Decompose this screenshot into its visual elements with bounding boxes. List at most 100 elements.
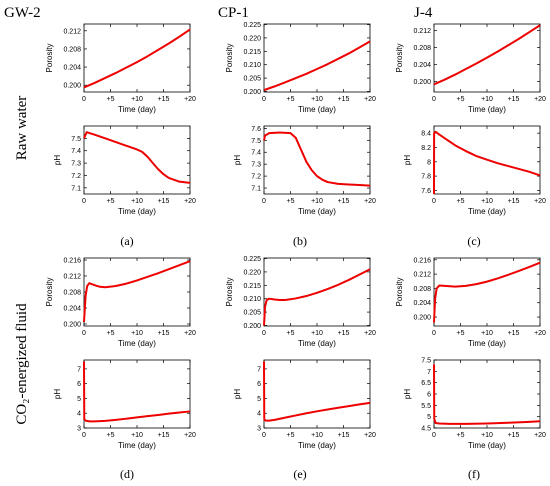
panel-label-f: (f) xyxy=(468,467,480,481)
x-tick-label: +5 xyxy=(457,330,465,337)
panel-label-d: (d) xyxy=(120,467,134,481)
x-tick-label: +10 xyxy=(311,330,323,337)
x-tick-label: 0 xyxy=(432,432,436,439)
x-tick-label: +20 xyxy=(364,432,376,439)
x-tick-label: 0 xyxy=(432,96,436,103)
x-tick-label: +10 xyxy=(481,198,493,205)
series-line xyxy=(433,364,541,425)
x-tick-label: 0 xyxy=(262,198,266,205)
y-axis-label: pH xyxy=(233,389,242,399)
x-axis-label: Time (day) xyxy=(118,441,156,450)
plot-c-porosity: 0 +5 +10 +15 +20 0.200 0.204 0.208 0.212 Time (da… xyxy=(395,23,546,114)
plot-f-porosity: 0 +5 +10 +15 +20 0.200 0.204 0.208 0.212 0.216 Tim… xyxy=(395,257,546,348)
x-tick-label: +5 xyxy=(287,198,295,205)
series-line xyxy=(263,131,371,187)
x-tick-label: +15 xyxy=(338,198,350,205)
series-line xyxy=(83,28,191,89)
x-tick-label: 0 xyxy=(262,96,266,103)
x-tick-label: +20 xyxy=(184,330,196,337)
y-tick-label: 0.216 xyxy=(63,258,81,265)
column-label-cp1: CP-1 xyxy=(218,5,249,21)
panel-label-c: (c) xyxy=(467,234,480,248)
x-tick-label: +10 xyxy=(481,96,493,103)
y-tick-label: 0.205 xyxy=(243,76,261,83)
series-line xyxy=(83,260,191,323)
y-tick-label: 0.208 xyxy=(413,286,431,293)
x-tick-label: 0 xyxy=(82,330,86,337)
series-line xyxy=(433,24,541,86)
y-axis-label: Porosity xyxy=(395,44,404,73)
x-tick-label: +10 xyxy=(131,432,143,439)
y-tick-label: 0.220 xyxy=(243,35,261,42)
x-tick-label: +20 xyxy=(534,96,546,103)
y-tick-label: 8.4 xyxy=(421,131,431,138)
panel-label-e: (e) xyxy=(293,467,306,481)
x-tick-label: +20 xyxy=(534,432,546,439)
column-label-gw2: GW-2 xyxy=(4,5,41,21)
x-tick-label: +5 xyxy=(107,432,115,439)
plot-d-porosity: 0 +5 +10 +15 +20 0.200 0.204 0.208 0.212 0.216 Tim… xyxy=(45,258,196,349)
x-tick-label: +20 xyxy=(534,198,546,205)
x-axis-label: Time (day) xyxy=(468,207,506,216)
y-tick-label: 7.5 xyxy=(421,358,431,365)
y-tick-label: 7.3 xyxy=(251,162,261,169)
series-line xyxy=(263,268,371,326)
x-tick-label: +15 xyxy=(158,198,170,205)
x-tick-label: +5 xyxy=(287,432,295,439)
x-axis-label: Time (day) xyxy=(298,207,336,216)
x-tick-label: +20 xyxy=(364,96,376,103)
y-axis-label: pH xyxy=(403,155,412,165)
y-tick-label: 5.5 xyxy=(421,403,431,410)
y-axis-label: Porosity xyxy=(45,278,54,307)
y-tick-label: 7.1 xyxy=(251,186,261,193)
y-tick-label: 7 xyxy=(257,366,261,373)
series-line xyxy=(83,361,191,423)
row-label-co2-fluid: CO₂-energized fluid xyxy=(14,303,30,425)
x-axis-label: Time (day) xyxy=(468,339,506,348)
y-tick-label: 0.200 xyxy=(63,322,81,329)
x-tick-label: +10 xyxy=(131,198,143,205)
y-tick-label: 7.3 xyxy=(71,161,81,168)
y-tick-label: 0.210 xyxy=(243,62,261,69)
plot-e-porosity: 0 +5 +10 +15 +20 0.200 0.205 0.210 0.215 0.220 0.2… xyxy=(225,256,376,348)
x-tick-label: +10 xyxy=(311,96,323,103)
y-tick-label: 0.208 xyxy=(413,45,431,52)
x-tick-label: +10 xyxy=(311,432,323,439)
x-tick-label: 0 xyxy=(432,198,436,205)
y-tick-label: 6.5 xyxy=(421,380,431,387)
row-label-raw-water: Raw water xyxy=(14,96,30,161)
y-axis-label: Porosity xyxy=(395,278,404,307)
plot-frame xyxy=(83,23,191,93)
series-line xyxy=(433,130,541,195)
y-tick-label: 0.225 xyxy=(243,22,261,29)
x-tick-label: +15 xyxy=(158,432,170,439)
y-tick-label: 3 xyxy=(77,426,81,433)
y-tick-label: 8 xyxy=(427,159,431,166)
y-tick-label: 7.6 xyxy=(251,126,261,133)
y-tick-label: 0.204 xyxy=(63,306,81,313)
y-tick-label: 7.4 xyxy=(251,150,261,157)
x-tick-label: +5 xyxy=(457,432,465,439)
y-tick-label: 5 xyxy=(257,396,261,403)
x-tick-label: +20 xyxy=(184,96,196,103)
y-tick-label: 7.8 xyxy=(421,174,431,181)
x-tick-label: +15 xyxy=(338,432,350,439)
y-tick-label: 0.212 xyxy=(413,28,431,35)
y-axis-label: Porosity xyxy=(45,44,54,73)
y-tick-label: 7 xyxy=(427,369,431,376)
plot-d-ph: 0 +5 +10 +15 +20 3 4 5 6 7 Time (day) pH xyxy=(53,359,196,450)
x-axis-label: Time (day) xyxy=(298,339,336,348)
y-tick-label: 8.2 xyxy=(421,145,431,152)
x-axis-label: Time (day) xyxy=(468,441,506,450)
y-tick-label: 6 xyxy=(427,392,431,399)
x-tick-label: +15 xyxy=(338,330,350,337)
x-axis-label: Time (day) xyxy=(118,207,156,216)
y-tick-label: 0.205 xyxy=(243,310,261,317)
panel-label-b: (b) xyxy=(293,234,307,248)
x-axis-label: Time (day) xyxy=(298,105,336,114)
y-tick-label: 0.212 xyxy=(413,272,431,279)
y-tick-label: 0.208 xyxy=(63,46,81,53)
plot-frame xyxy=(263,23,371,93)
y-tick-label: 0.212 xyxy=(63,274,81,281)
